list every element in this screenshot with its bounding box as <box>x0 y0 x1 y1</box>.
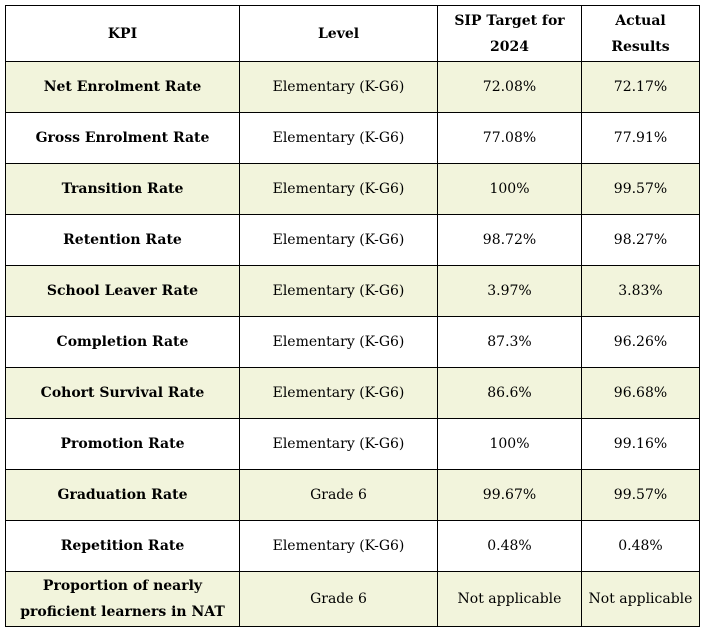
target-cell: 100% <box>437 163 582 215</box>
actual-cell: 99.57% <box>581 469 700 521</box>
kpi-cell: Graduation Rate <box>5 469 240 521</box>
level-cell: Elementary (K-G6) <box>239 214 438 266</box>
table-row: Transition Rate Elementary (K-G6) 100% 9… <box>5 163 700 215</box>
target-cell: 77.08% <box>437 112 582 164</box>
target-cell: 0.48% <box>437 520 582 572</box>
level-cell: Elementary (K-G6) <box>239 265 438 317</box>
target-cell: Not applicable <box>437 571 582 627</box>
actual-cell: 77.91% <box>581 112 700 164</box>
kpi-cell: Proportion of nearly proficient learners… <box>5 571 240 627</box>
kpi-cell: Gross Enrolment Rate <box>5 112 240 164</box>
table-row: Graduation Rate Grade 6 99.67% 99.57% <box>5 469 700 521</box>
actual-cell: 96.26% <box>581 316 700 368</box>
header-kpi: KPI <box>5 5 240 62</box>
actual-cell: 3.83% <box>581 265 700 317</box>
table-row: Gross Enrolment Rate Elementary (K-G6) 7… <box>5 112 700 164</box>
level-cell: Elementary (K-G6) <box>239 316 438 368</box>
target-cell: 100% <box>437 418 582 470</box>
table-row: Repetition Rate Elementary (K-G6) 0.48% … <box>5 520 700 572</box>
header-level: Level <box>239 5 438 62</box>
target-cell: 87.3% <box>437 316 582 368</box>
target-cell: 86.6% <box>437 367 582 419</box>
level-cell: Elementary (K-G6) <box>239 163 438 215</box>
header-row: KPI Level SIP Target for 2024 Actual Res… <box>5 5 700 62</box>
actual-cell: 96.68% <box>581 367 700 419</box>
target-cell: 72.08% <box>437 61 582 113</box>
target-cell: 98.72% <box>437 214 582 266</box>
actual-cell: 98.27% <box>581 214 700 266</box>
level-cell: Grade 6 <box>239 571 438 627</box>
kpi-table: KPI Level SIP Target for 2024 Actual Res… <box>5 5 700 627</box>
actual-cell: Not applicable <box>581 571 700 627</box>
level-cell: Elementary (K-G6) <box>239 418 438 470</box>
kpi-cell: Repetition Rate <box>5 520 240 572</box>
kpi-cell: Transition Rate <box>5 163 240 215</box>
level-cell: Grade 6 <box>239 469 438 521</box>
actual-cell: 0.48% <box>581 520 700 572</box>
actual-cell: 99.16% <box>581 418 700 470</box>
target-cell: 3.97% <box>437 265 582 317</box>
level-cell: Elementary (K-G6) <box>239 520 438 572</box>
level-cell: Elementary (K-G6) <box>239 367 438 419</box>
actual-cell: 99.57% <box>581 163 700 215</box>
header-target: SIP Target for 2024 <box>437 5 582 62</box>
target-cell: 99.67% <box>437 469 582 521</box>
kpi-cell: Completion Rate <box>5 316 240 368</box>
actual-cell: 72.17% <box>581 61 700 113</box>
table-row: Net Enrolment Rate Elementary (K-G6) 72.… <box>5 61 700 113</box>
table-row: Proportion of nearly proficient learners… <box>5 571 700 627</box>
kpi-cell: Retention Rate <box>5 214 240 266</box>
kpi-cell: Promotion Rate <box>5 418 240 470</box>
table-row: School Leaver Rate Elementary (K-G6) 3.9… <box>5 265 700 317</box>
table-row: Completion Rate Elementary (K-G6) 87.3% … <box>5 316 700 368</box>
level-cell: Elementary (K-G6) <box>239 61 438 113</box>
table-row: Retention Rate Elementary (K-G6) 98.72% … <box>5 214 700 266</box>
table-row: Promotion Rate Elementary (K-G6) 100% 99… <box>5 418 700 470</box>
table-row: Cohort Survival Rate Elementary (K-G6) 8… <box>5 367 700 419</box>
level-cell: Elementary (K-G6) <box>239 112 438 164</box>
kpi-cell: Net Enrolment Rate <box>5 61 240 113</box>
kpi-cell: School Leaver Rate <box>5 265 240 317</box>
header-actual: Actual Results <box>581 5 700 62</box>
kpi-cell: Cohort Survival Rate <box>5 367 240 419</box>
